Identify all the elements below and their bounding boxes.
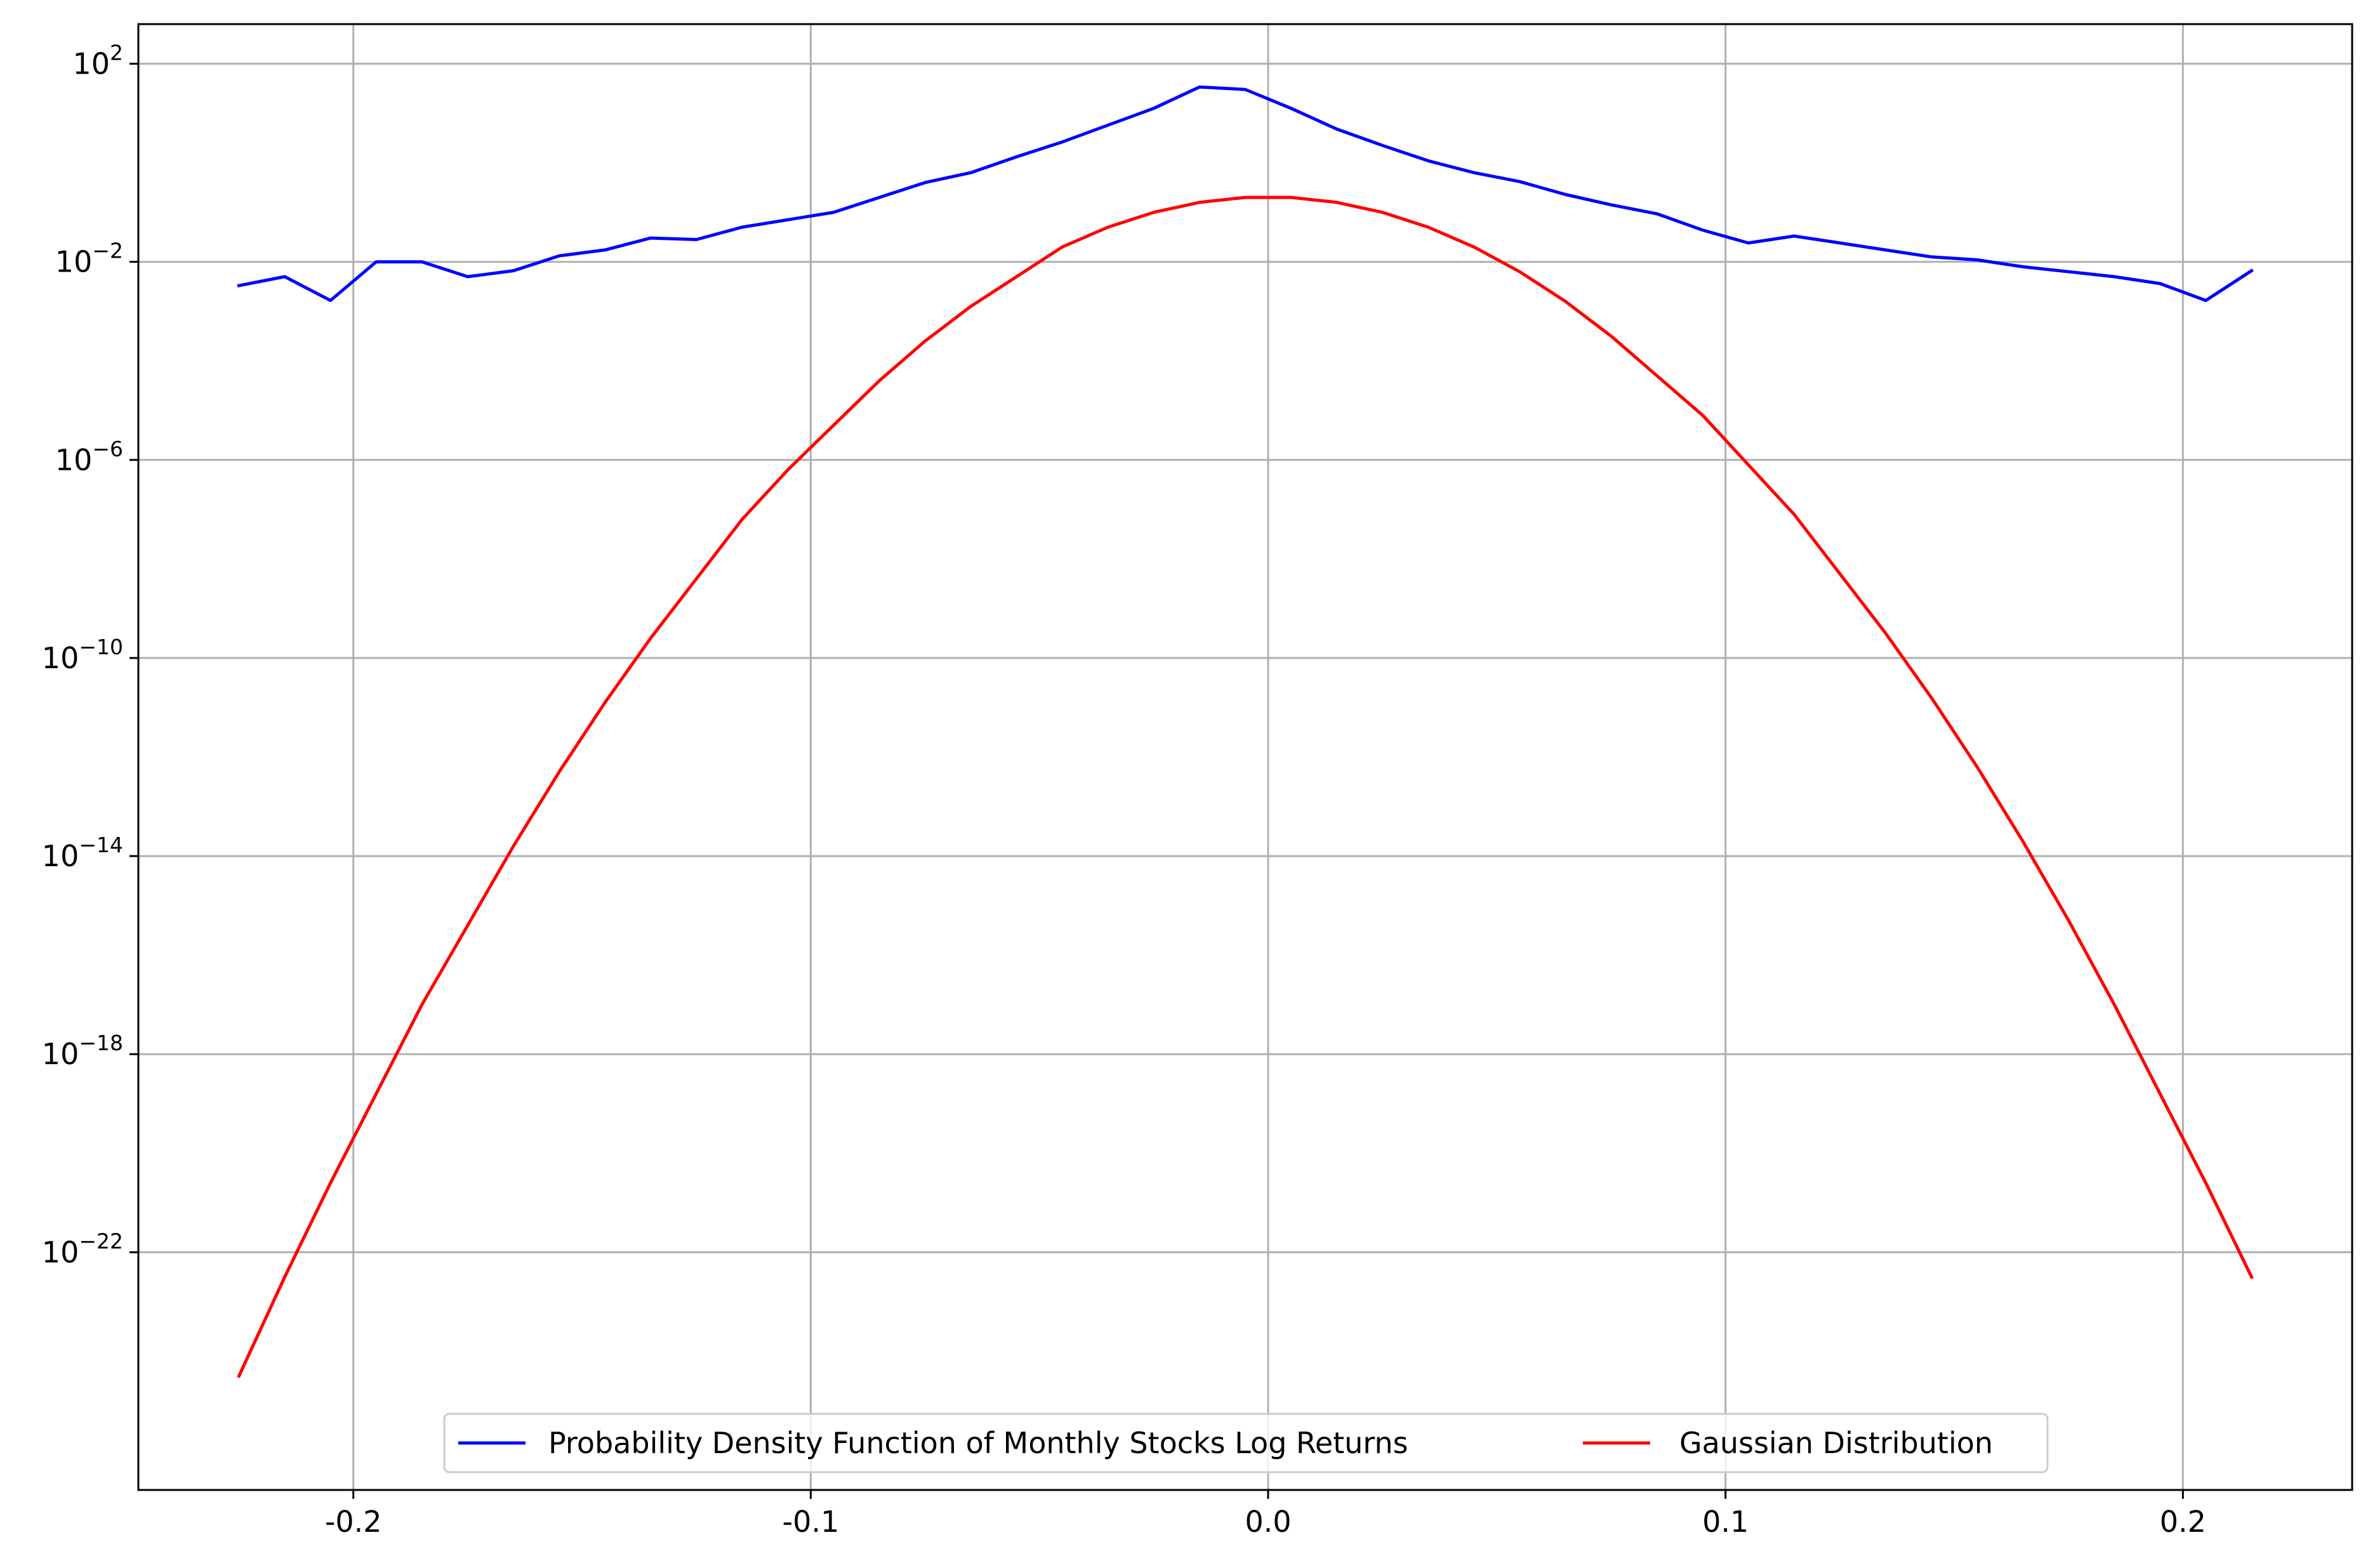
y-tick-base: 10	[55, 443, 93, 477]
y-tick-exponent: −18	[79, 1031, 123, 1055]
x-tick-label: -0.1	[782, 1505, 839, 1539]
y-tick-base: 10	[72, 46, 110, 81]
y-tick-label: 10−6	[55, 437, 123, 477]
legend: Probability Density Function of Monthly …	[443, 1413, 2049, 1473]
series-layer	[237, 85, 2254, 1378]
x-tick-label: 0.0	[1245, 1505, 1291, 1539]
legend-box	[443, 1413, 2049, 1473]
y-tick-exponent: −2	[92, 239, 123, 263]
y-tick-exponent: −10	[79, 635, 123, 659]
plot-frame	[137, 23, 2353, 1491]
y-tick-label: 10−18	[42, 1031, 123, 1071]
y-tick-base: 10	[42, 1037, 79, 1071]
y-tick-base: 10	[42, 641, 79, 675]
x-tick-label: -0.2	[325, 1505, 382, 1539]
legend-label-2: Gaussian Distribution	[1679, 1426, 1993, 1460]
y-tick-label: 10−2	[55, 239, 123, 279]
y-tick-exponent: −22	[79, 1229, 123, 1253]
y-tick-base: 10	[55, 245, 93, 279]
series-line-2	[237, 195, 2254, 1378]
y-tick-label: 10−14	[42, 833, 123, 873]
x-tick-label: 0.2	[2160, 1505, 2206, 1539]
y-tick-label: 10−22	[42, 1229, 123, 1269]
y-tick-exponent: −14	[79, 833, 123, 857]
y-tick-exponent: −6	[92, 437, 123, 461]
series-line-1	[237, 85, 2254, 302]
grid	[138, 24, 2352, 1490]
y-tick-label: 10−10	[42, 635, 123, 675]
y-tick-label: 102	[72, 40, 123, 81]
legend-label-1: Probability Density Function of Monthly …	[548, 1426, 1408, 1460]
y-tick-exponent: 2	[110, 40, 123, 65]
axis-ticks: -0.2 -0.1 0.0 0.1 0.210210−210−610−1010−1410…	[42, 40, 2206, 1539]
y-tick-base: 10	[42, 839, 79, 873]
y-tick-base: 10	[42, 1235, 79, 1269]
x-tick-label: 0.1	[1702, 1505, 1749, 1539]
